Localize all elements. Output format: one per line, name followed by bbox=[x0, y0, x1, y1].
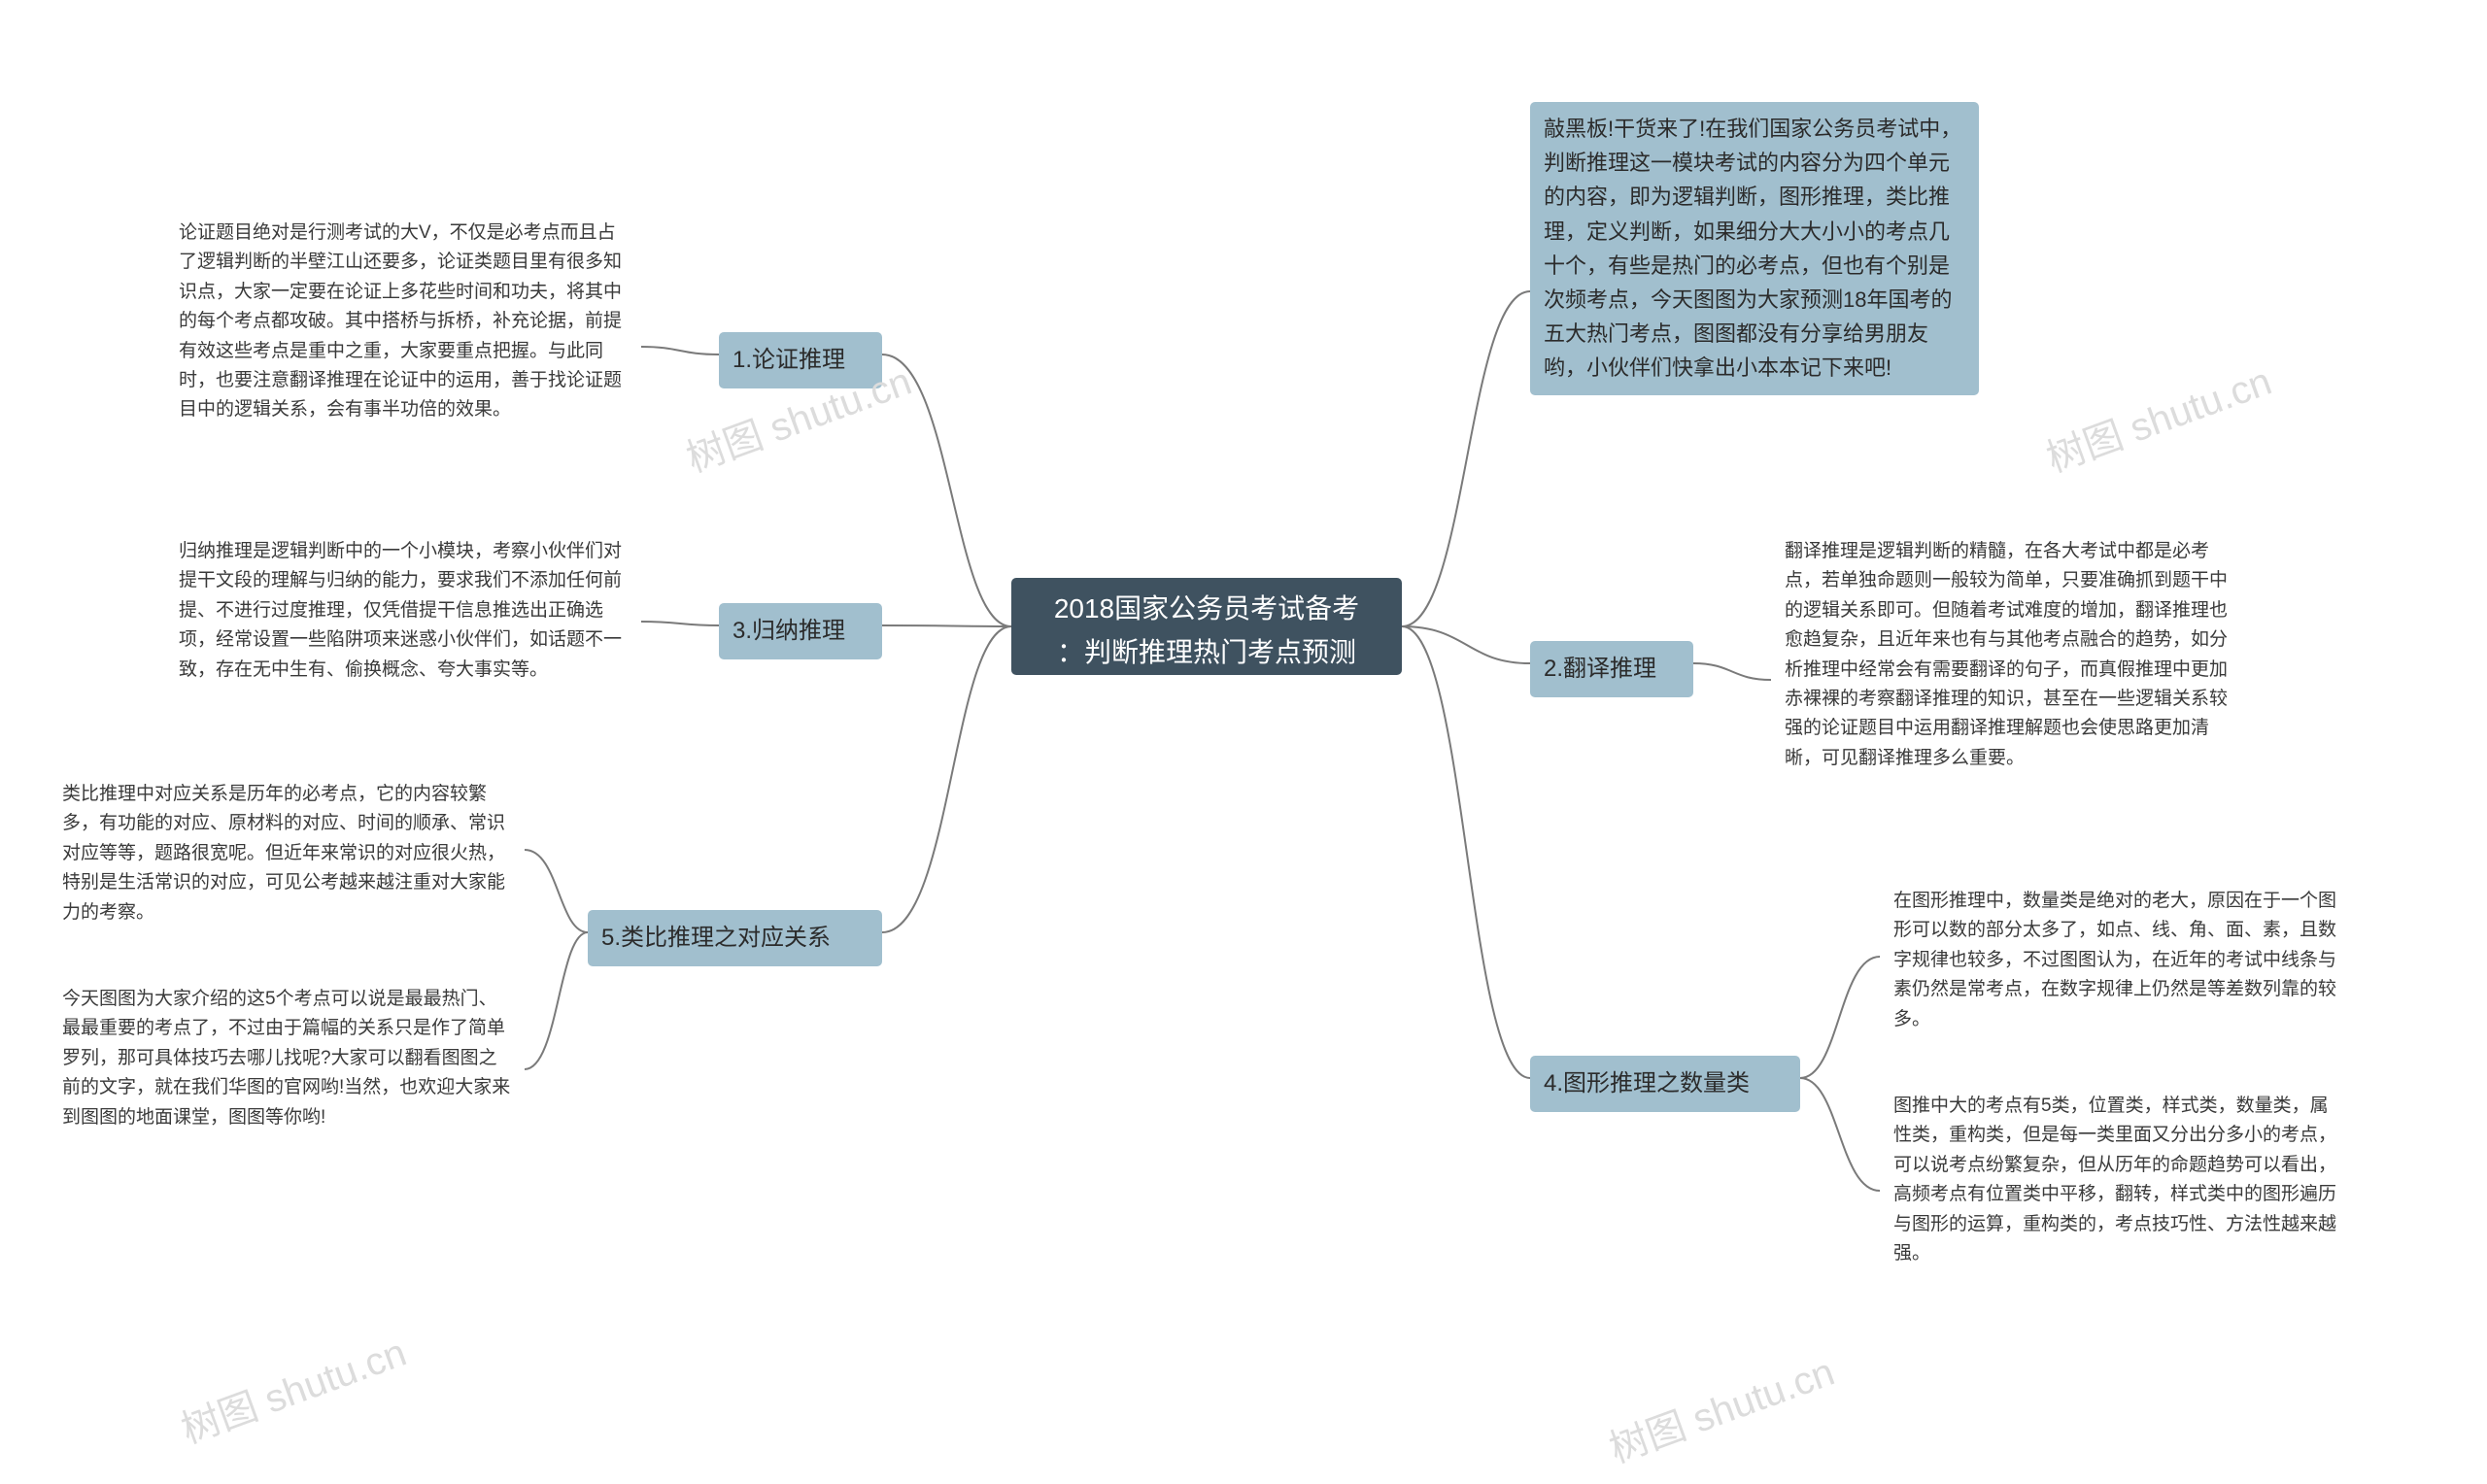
connector bbox=[1402, 626, 1530, 663]
right-leaf-b2c1: 翻译推理是逻辑判断的精髓，在各大考试中都是必考点，若单独命题则一般较为简单，只要… bbox=[1771, 527, 2247, 783]
right-leaf-b4c2: 图推中大的考点有5类，位置类，样式类，数量类，属性类，重构类，但是每一类里面又分… bbox=[1880, 1082, 2356, 1278]
left-leaf-b5c2: 今天图图为大家介绍的这5个考点可以说是最最热门、最最重要的考点了，不过由于篇幅的… bbox=[49, 975, 525, 1142]
left-leaf-b5c1: 类比推理中对应关系是历年的必考点，它的内容较繁多，有功能的对应、原材料的对应、时… bbox=[49, 770, 525, 937]
root-line1: 2018国家公务员考试备考 bbox=[1054, 593, 1359, 624]
left-leaf-b3c1: 归纳推理是逻辑判断中的一个小模块，考察小伙伴们对提干文段的理解与归纳的能力，要求… bbox=[165, 527, 641, 694]
connector bbox=[882, 625, 1011, 626]
connector bbox=[1800, 957, 1880, 1078]
root-node: 2018国家公务员考试备考 ：判断推理热门考点预测 bbox=[1011, 578, 1402, 675]
connector bbox=[1693, 663, 1771, 680]
connector bbox=[525, 850, 588, 932]
highlight-node: 敲黑板!干货来了!在我们国家公务员考试中，判断推理这一模块考试的内容分为四个单元… bbox=[1530, 102, 1979, 395]
right-branch-b2: 2.翻译推理 bbox=[1530, 641, 1693, 697]
connector bbox=[882, 626, 1011, 932]
connector bbox=[641, 622, 719, 625]
right-leaf-b4c1: 在图形推理中，数量类是绝对的老大，原因在于一个图形可以数的部分太多了，如点、线、… bbox=[1880, 877, 2356, 1044]
left-branch-b3: 3.归纳推理 bbox=[719, 603, 882, 659]
root-line2: ：判断推理热门考点预测 bbox=[1057, 637, 1356, 667]
right-branch-b4: 4.图形推理之数量类 bbox=[1530, 1056, 1800, 1112]
connector bbox=[882, 354, 1011, 626]
left-leaf-b1c1: 论证题目绝对是行测考试的大V，不仅是必考点而且占了逻辑判断的半壁江山还要多，论证… bbox=[165, 209, 641, 435]
connector bbox=[1402, 291, 1530, 626]
connector bbox=[1800, 1078, 1880, 1191]
connector bbox=[1402, 626, 1530, 1078]
connector bbox=[525, 932, 588, 1069]
left-branch-b5: 5.类比推理之对应关系 bbox=[588, 910, 882, 966]
connector bbox=[641, 347, 719, 354]
left-branch-b1: 1.论证推理 bbox=[719, 332, 882, 388]
